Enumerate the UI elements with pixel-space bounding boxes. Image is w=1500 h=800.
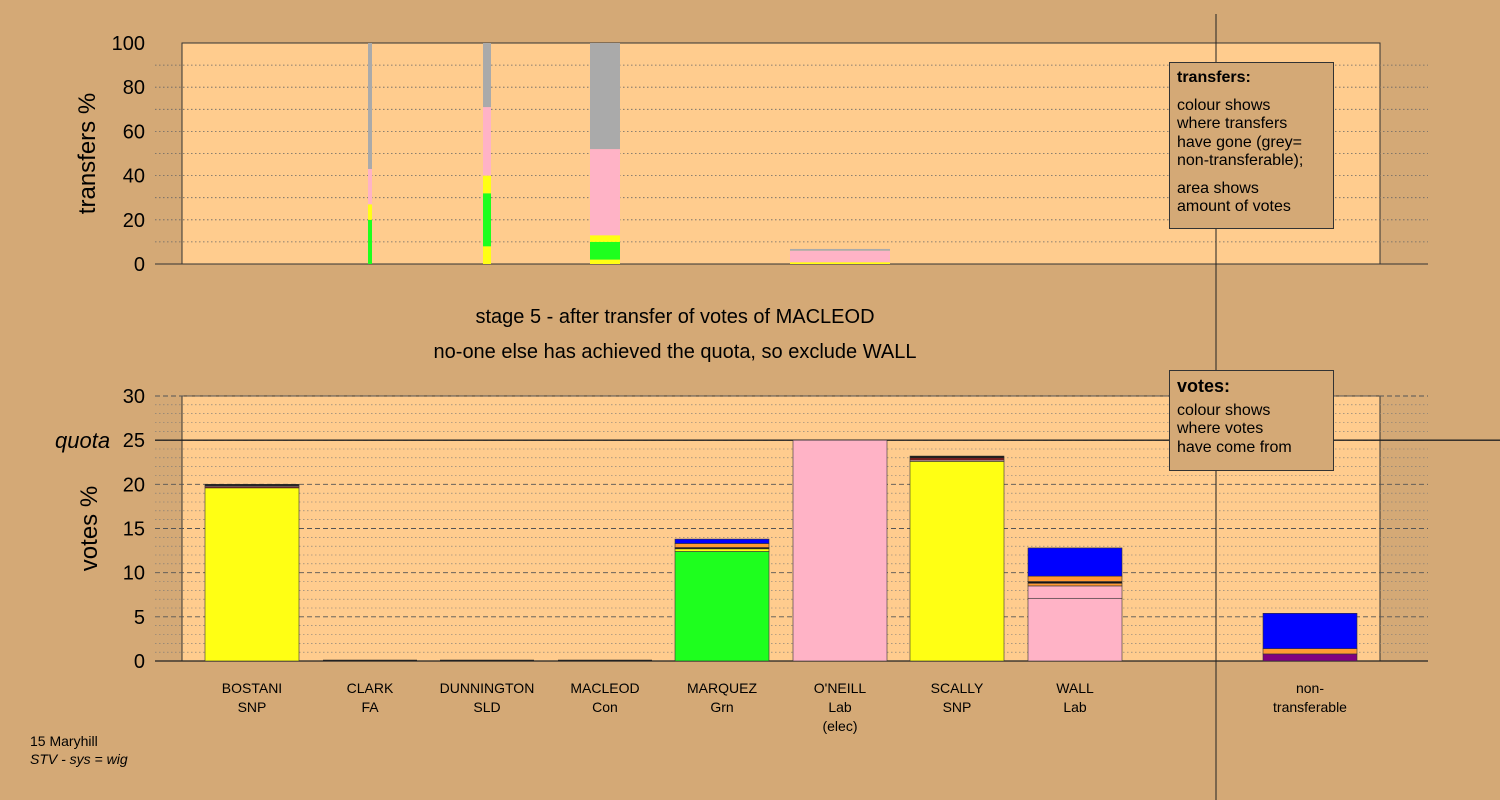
transfer-bar-segment xyxy=(483,43,491,108)
transfer-bar-segment xyxy=(590,259,620,264)
stage-title: stage 5 - after transfer of votes of MAC… xyxy=(475,306,874,328)
votes-y-tick-label: 10 xyxy=(123,563,145,585)
transfers-y-axis-label: transfers % xyxy=(74,93,101,214)
category-label: DUNNINGTON xyxy=(440,680,535,696)
vote-bar-segment xyxy=(1262,612,1358,649)
transfers-legend: transfers: colour shows where transfers … xyxy=(1169,62,1334,229)
footer-ward: 15 Maryhill xyxy=(30,733,98,749)
transfers-y-tick-label: 60 xyxy=(123,121,145,143)
vote-bar-segment xyxy=(1027,575,1123,582)
transfers-legend-line: non-transferable); xyxy=(1177,152,1304,169)
category-label: O'NEILL xyxy=(814,680,867,696)
vote-bar-segment xyxy=(674,548,770,552)
vote-bar-segment xyxy=(674,543,770,548)
transfer-bar-segment xyxy=(483,107,491,176)
vote-bar-segment xyxy=(909,461,1005,662)
vote-bar-segment xyxy=(204,484,300,486)
transfers-legend-line: colour shows xyxy=(1177,96,1271,114)
category-label: Grn xyxy=(710,699,733,715)
votes-legend-line: colour shows xyxy=(1177,401,1271,419)
transfers-legend-line: have gone (grey= xyxy=(1177,133,1302,151)
quota-label: quota xyxy=(55,428,110,453)
category-label: BOSTANI xyxy=(222,680,282,696)
votes-legend-line: where votes xyxy=(1177,420,1264,437)
category-label: Lab xyxy=(1063,699,1087,715)
vote-bar-segment xyxy=(674,551,770,662)
transfers-y-tick-label: 20 xyxy=(123,210,145,232)
transfer-bar-segment xyxy=(368,43,372,169)
stage-subtitle: no-one else has achieved the quota, so e… xyxy=(434,341,917,363)
vote-bar-segment xyxy=(674,538,770,544)
footer-system: STV - sys = wig xyxy=(30,751,128,767)
transfer-bar-segment xyxy=(790,250,890,263)
transfer-bar-segment xyxy=(590,149,620,236)
transfer-bar-segment xyxy=(590,43,620,150)
vote-bar-segment xyxy=(1027,597,1123,662)
category-label: non- xyxy=(1296,680,1324,696)
transfer-bar-segment xyxy=(368,204,372,220)
category-label: CLARK xyxy=(347,680,394,696)
vote-bar-segment xyxy=(792,439,888,662)
category-label: SNP xyxy=(238,699,267,715)
vote-bar-segment xyxy=(1262,653,1358,662)
category-label: MACLEOD xyxy=(570,680,639,696)
vote-bar-segment xyxy=(1262,648,1358,655)
transfer-bar-segment xyxy=(368,219,372,264)
transfer-bar-segment xyxy=(483,246,491,264)
transfer-bar-segment xyxy=(790,262,890,264)
vote-bar-segment xyxy=(1027,582,1123,587)
votes-y-tick-label: 30 xyxy=(123,386,145,408)
transfers-legend-line: area shows xyxy=(1177,179,1259,197)
transfers-y-tick-label: 40 xyxy=(123,166,145,188)
votes-y-tick-label: 5 xyxy=(134,607,145,629)
vote-bar-segment xyxy=(909,457,1005,461)
transfer-bar-segment xyxy=(483,175,491,194)
transfers-legend-line: where transfers xyxy=(1177,115,1288,132)
votes-y-tick-label: 0 xyxy=(134,651,145,673)
votes-y-tick-label: 20 xyxy=(123,474,145,496)
transfer-bar-segment xyxy=(483,193,491,247)
category-label: Con xyxy=(592,699,618,715)
transfer-bar-segment xyxy=(368,168,372,205)
category-label: Lab xyxy=(828,699,852,715)
transfer-bar-segment xyxy=(590,235,620,242)
category-label: WALL xyxy=(1056,680,1094,696)
votes-y-axis-label: votes % xyxy=(76,486,103,571)
transfer-bar-segment xyxy=(790,248,890,251)
category-label: SLD xyxy=(473,699,500,715)
vote-bar-segment xyxy=(909,455,1005,459)
transfers-legend-title: transfers: xyxy=(1177,69,1251,86)
vote-bar-segment xyxy=(204,487,300,662)
category-label: FA xyxy=(361,699,379,715)
transfers-y-tick-label: 0 xyxy=(134,254,145,276)
votes-y-tick-label: 15 xyxy=(123,519,145,541)
category-label: MARQUEZ xyxy=(687,680,757,696)
category-label: SCALLY xyxy=(931,680,984,696)
votes-legend-title: votes: xyxy=(1177,376,1231,396)
transfers-y-tick-label: 80 xyxy=(123,77,145,99)
votes-chart: quota 0 5 10 15 20 25 30 votes % BOSTANI SNP CLARK F… xyxy=(55,14,1500,800)
votes-y-tick-label: 25 xyxy=(123,430,145,452)
transfers-legend-line: amount of votes xyxy=(1177,198,1291,215)
votes-legend-line: have come from xyxy=(1177,438,1292,456)
category-label: SNP xyxy=(943,699,972,715)
category-label: transferable xyxy=(1273,699,1347,715)
vote-bar-segment xyxy=(1027,547,1123,577)
votes-legend: votes: colour shows where votes have com… xyxy=(1169,370,1334,471)
category-label: (elec) xyxy=(822,718,857,734)
transfer-bar-segment xyxy=(590,241,620,260)
vote-bar-segment xyxy=(1027,585,1123,599)
transfers-y-tick-label: 100 xyxy=(112,33,145,55)
